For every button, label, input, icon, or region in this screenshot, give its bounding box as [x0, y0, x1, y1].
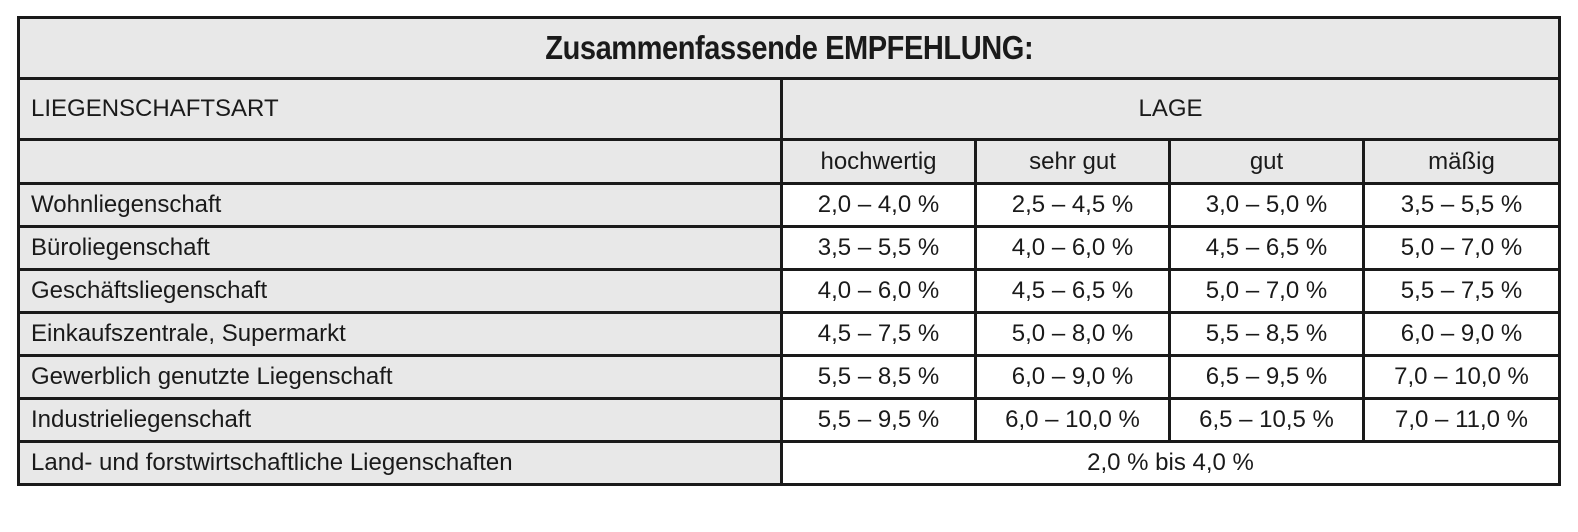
table-cell: 2,0 – 4,0 % — [780, 182, 977, 228]
table-cell: 6,0 – 9,0 % — [974, 354, 1171, 400]
table-row: Wohnliegenschaft 2,0 – 4,0 % 2,5 – 4,5 %… — [17, 182, 1562, 228]
row-label: Büroliegenschaft — [17, 225, 783, 271]
row-label: Industrieliegenschaft — [17, 397, 783, 443]
empty-header-cell — [17, 138, 783, 185]
table-cell: 6,0 – 10,0 % — [974, 397, 1171, 443]
table-row: Büroliegenschaft 3,5 – 5,5 % 4,0 – 6,0 %… — [17, 225, 1562, 271]
table-cell-merged: 2,0 % bis 4,0 % — [779, 440, 1562, 486]
table-cell: 4,5 – 7,5 % — [780, 311, 977, 357]
table-cell: 4,5 – 6,5 % — [1168, 225, 1365, 271]
table-cell: 5,0 – 8,0 % — [974, 311, 1171, 357]
title-row: Zusammenfassende EMPFEHLUNG: — [16, 16, 1562, 80]
table-cell: 4,0 – 6,0 % — [974, 225, 1171, 271]
table-row: Einkaufszentrale, Supermarkt 4,5 – 7,5 %… — [17, 311, 1562, 357]
table-cell: 3,5 – 5,5 % — [780, 225, 977, 271]
table-cell: 6,0 – 9,0 % — [1361, 311, 1562, 357]
row-label: Land- und forstwirtschaftliche Liegensch… — [17, 440, 783, 486]
table-title-cell: Zusammenfassende EMPFEHLUNG: — [16, 16, 1562, 80]
table-row-last: Land- und forstwirtschaftliche Liegensch… — [17, 440, 1562, 486]
table-cell: 5,5 – 8,5 % — [1168, 311, 1365, 357]
row-label: Gewerblich genutzte Liegenschaft — [17, 354, 783, 400]
table-row: Industrieliegenschaft 5,5 – 9,5 % 6,0 – … — [17, 397, 1562, 443]
table-cell: 6,5 – 10,5 % — [1168, 397, 1365, 443]
table-cell: 3,0 – 5,0 % — [1168, 182, 1365, 228]
table-cell: 3,5 – 5,5 % — [1361, 182, 1562, 228]
header-row-main: LIEGENSCHAFTSART LAGE — [17, 77, 1562, 141]
table-row: Geschäftsliegenschaft 4,0 – 6,0 % 4,5 – … — [17, 268, 1562, 314]
table-cell: 4,0 – 6,0 % — [780, 268, 977, 314]
row-label: Einkaufszentrale, Supermarkt — [17, 311, 783, 357]
table-cell: 5,0 – 7,0 % — [1361, 225, 1562, 271]
table-cell: 5,5 – 7,5 % — [1361, 268, 1562, 314]
row-label: Geschäftsliegenschaft — [17, 268, 783, 314]
column-header-hochwertig: hochwertig — [780, 138, 977, 185]
table-title: Zusammenfassende EMPFEHLUNG: — [545, 29, 1033, 66]
recommendation-table-wrapper: Zusammenfassende EMPFEHLUNG: LIEGENSCHAF… — [16, 16, 1562, 486]
table-cell: 4,5 – 6,5 % — [974, 268, 1171, 314]
property-type-header: LIEGENSCHAFTSART — [17, 77, 783, 141]
table-cell: 5,0 – 7,0 % — [1168, 268, 1365, 314]
recommendation-table: Zusammenfassende EMPFEHLUNG: LIEGENSCHAF… — [16, 16, 1562, 486]
column-header-maessig: mäßig — [1361, 138, 1562, 185]
table-cell: 5,5 – 8,5 % — [780, 354, 977, 400]
table-cell: 7,0 – 10,0 % — [1361, 354, 1562, 400]
column-header-gut: gut — [1168, 138, 1365, 185]
table-cell: 7,0 – 11,0 % — [1361, 397, 1562, 443]
row-label: Wohnliegenschaft — [17, 182, 783, 228]
column-header-sehr-gut: sehr gut — [974, 138, 1171, 185]
header-row-sub: hochwertig sehr gut gut mäßig — [17, 138, 1562, 185]
location-header: LAGE — [779, 77, 1562, 141]
table-row: Gewerblich genutzte Liegenschaft 5,5 – 8… — [17, 354, 1562, 400]
table-cell: 2,5 – 4,5 % — [974, 182, 1171, 228]
table-cell: 5,5 – 9,5 % — [780, 397, 977, 443]
table-cell: 6,5 – 9,5 % — [1168, 354, 1365, 400]
